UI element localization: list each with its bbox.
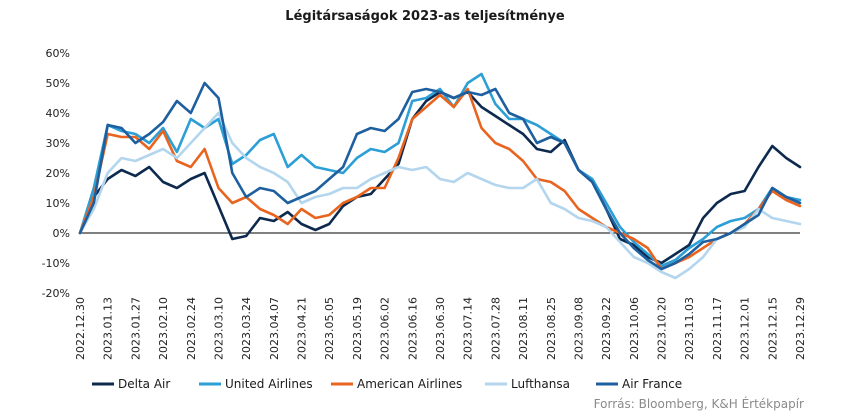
y-tick-label: 10% [46, 197, 70, 210]
plot-lines [78, 72, 802, 280]
x-tick-label: 2023.01.13 [102, 297, 115, 360]
y-tick-label: 50% [46, 77, 70, 90]
x-tick-label: 2023.07.28 [489, 297, 502, 360]
series-line-air-france [78, 81, 802, 271]
x-tick-label: 2023.09.22 [600, 297, 613, 360]
legend-label: Delta Air [118, 377, 170, 391]
series-line-lufthansa [78, 111, 802, 280]
legend-label: American Airlines [357, 377, 462, 391]
x-tick-label: 2023.08.11 [517, 297, 530, 360]
x-tick-label: 2023.06.16 [406, 297, 419, 360]
x-tick-label: 2023.02.10 [157, 297, 170, 360]
legend: Delta Air United Airlines American Airline… [92, 377, 682, 391]
x-tick-label: 2023.05.05 [323, 297, 336, 360]
y-tick-label: -10% [42, 257, 70, 270]
x-tick-label: 2023.10.20 [656, 297, 669, 360]
x-tick-label: 2023.12.29 [794, 297, 807, 360]
x-tick-label: 2022.12.30 [74, 297, 87, 360]
x-tick-label: 2023.11.17 [711, 297, 724, 360]
source-note: Forrás: Bloomberg, K&H Értékpapír [594, 396, 804, 411]
x-axis: 2022.12.30 2023.01.13 2023.01.27 2023.02.10… [74, 297, 807, 360]
y-tick-label: 20% [46, 167, 70, 180]
x-tick-label: 2023.12.15 [766, 297, 779, 360]
y-tick-label: 60% [46, 47, 70, 60]
x-tick-label: 2023.05.19 [351, 297, 364, 360]
legend-label: Air France [622, 377, 682, 391]
series-line-united-airlines [78, 72, 802, 268]
x-tick-label: 2023.03.24 [240, 297, 253, 360]
y-tick-label: 40% [46, 107, 70, 120]
y-axis: -20% -10% 0% 10% 20% 30% 40% 50% 60% [42, 47, 70, 300]
y-tick-label: 0% [53, 227, 70, 240]
x-tick-label: 2023.02.24 [185, 297, 198, 360]
x-tick-label: 2023.09.08 [572, 297, 585, 360]
legend-label: Lufthansa [511, 377, 570, 391]
x-tick-label: 2023.06.30 [434, 297, 447, 360]
legend-label: United Airlines [225, 377, 313, 391]
x-tick-label: 2023.12.01 [739, 297, 752, 360]
chart-title: Légitársaságok 2023-as teljesítménye [285, 9, 565, 24]
x-tick-label: 2023.04.07 [268, 297, 281, 360]
x-tick-label: 2023.07.14 [462, 297, 475, 360]
x-tick-label: 2023.06.02 [379, 297, 392, 360]
x-tick-label: 2023.11.03 [683, 297, 696, 360]
y-tick-label: -20% [42, 287, 70, 300]
x-tick-label: 2023.08.25 [545, 297, 558, 360]
y-tick-label: 30% [46, 137, 70, 150]
x-tick-label: 2023.01.27 [129, 297, 142, 360]
x-tick-label: 2023.04.21 [296, 297, 309, 360]
x-tick-label: 2023.03.10 [212, 297, 225, 360]
x-tick-label: 2023.10.06 [628, 297, 641, 360]
